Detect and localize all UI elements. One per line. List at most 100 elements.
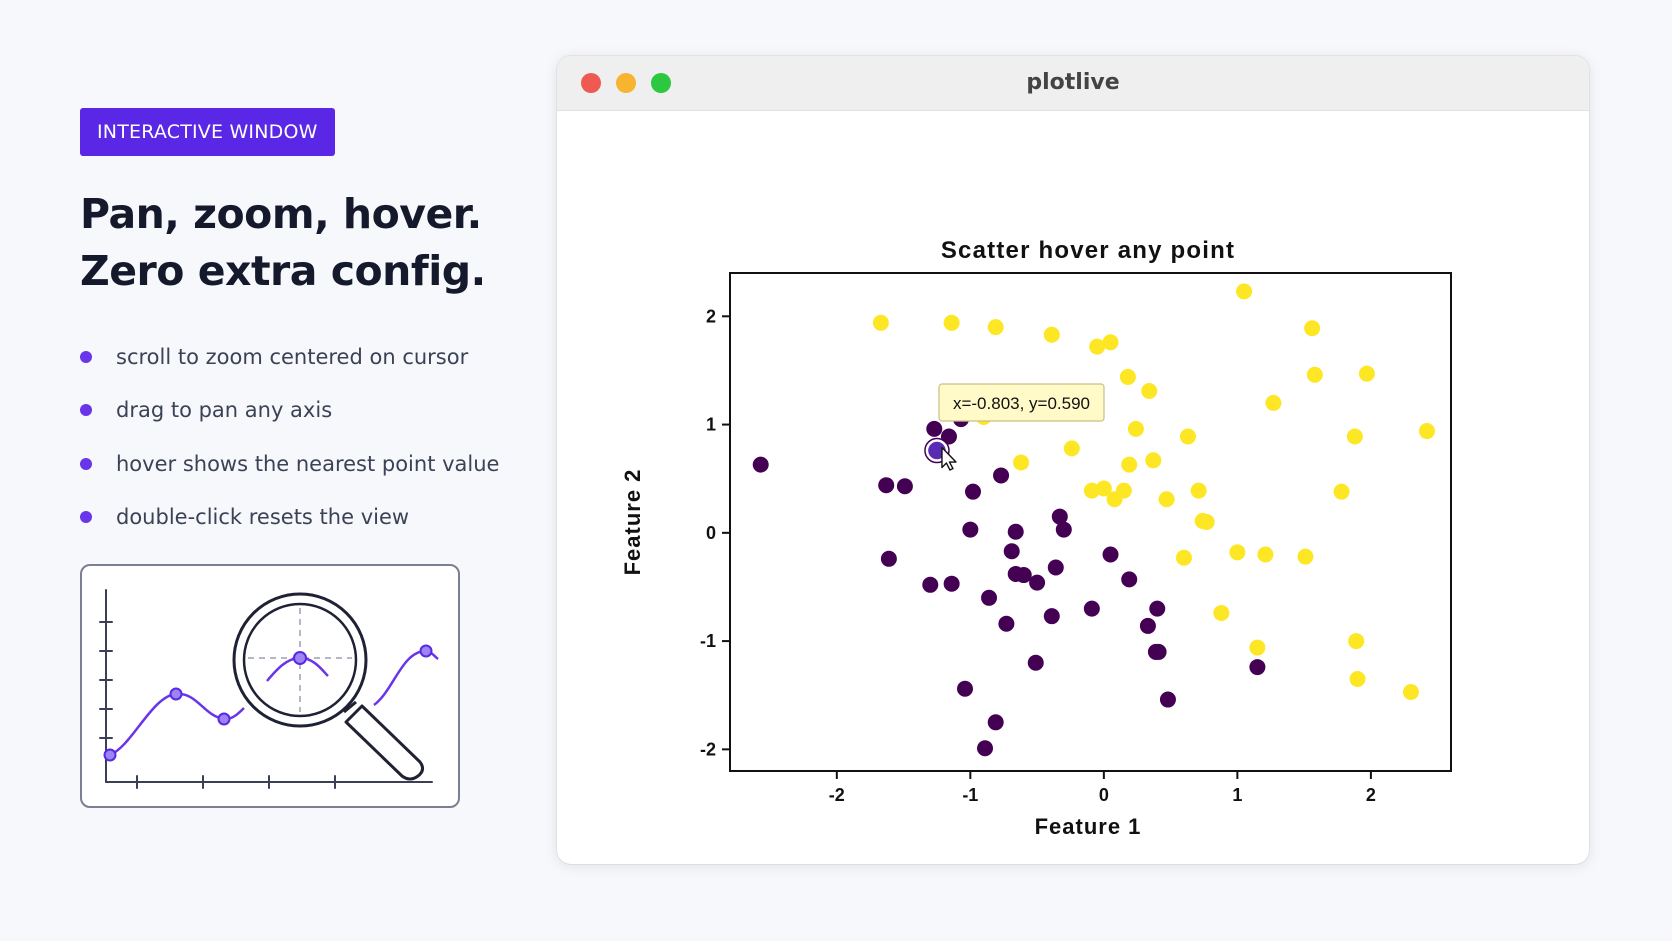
scatter-point[interactable] (1333, 483, 1350, 500)
headline-line-2: Zero extra config. (80, 247, 486, 295)
scatter-point[interactable] (1127, 420, 1144, 437)
cursor-arrow-icon (941, 446, 957, 471)
y-axis-ticks: -2 -1 0 1 2 (700, 306, 730, 759)
scatter-point[interactable] (987, 319, 1004, 336)
scatter-point[interactable] (1013, 454, 1030, 471)
x-tick-label: 0 (1099, 785, 1109, 805)
bullet-dot-icon (80, 511, 92, 524)
scatter-point[interactable] (1102, 334, 1119, 351)
scatter-plot[interactable]: Scatter hover any point -2 -1 0 1 2 -2-1012 … (557, 111, 1589, 864)
headline: Pan, zoom, hover. Zero extra config. (80, 186, 520, 300)
scatter-point[interactable] (987, 714, 1004, 731)
scatter-point[interactable] (1083, 600, 1100, 617)
scatter-point[interactable] (1141, 383, 1158, 400)
tooltip-text: x=-0.803, y=0.590 (953, 394, 1090, 413)
scatter-point[interactable] (872, 314, 889, 331)
scatter-point[interactable] (1007, 523, 1024, 540)
chart-magnifier-icon (99, 589, 439, 789)
scatter-point[interactable] (1063, 440, 1080, 457)
feature-item-reset: double-click resets the view (80, 491, 499, 545)
scatter-point[interactable] (752, 456, 769, 473)
scatter-point[interactable] (926, 420, 943, 437)
scatter-point[interactable] (1158, 491, 1175, 508)
minimize-button[interactable] (616, 73, 636, 93)
scatter-point[interactable] (1119, 368, 1136, 385)
x-tick-label: 1 (1232, 785, 1242, 805)
scatter-point[interactable] (1027, 654, 1044, 671)
x-axis-ticks: -2 -1 0 1 2 (829, 771, 1376, 805)
scatter-point[interactable] (1043, 608, 1060, 625)
scatter-point[interactable] (896, 478, 913, 495)
scatter-point[interactable] (1229, 544, 1246, 561)
scatter-point[interactable] (1121, 571, 1138, 588)
feature-text: double-click resets the view (116, 505, 410, 530)
window-titlebar[interactable]: plotlive (557, 56, 1589, 111)
y-tick-label: 0 (706, 523, 716, 543)
scatter-point[interactable] (1249, 659, 1266, 676)
scatter-point[interactable] (1055, 521, 1072, 538)
scatter-point[interactable] (1150, 643, 1167, 660)
close-button[interactable] (581, 73, 601, 93)
scatter-point[interactable] (981, 589, 998, 606)
scatter-point[interactable] (1102, 546, 1119, 563)
scatter-point[interactable] (1402, 683, 1419, 700)
scatter-point[interactable] (1043, 326, 1060, 343)
scatter-point[interactable] (1236, 283, 1253, 300)
scatter-point[interactable] (956, 680, 973, 697)
scatter-point[interactable] (977, 740, 994, 757)
scatter-point[interactable] (965, 483, 982, 500)
scatter-point[interactable] (1304, 320, 1321, 337)
feature-item-hover: hover shows the nearest point value (80, 437, 499, 491)
scatter-point[interactable] (1047, 559, 1064, 576)
window-title: plotlive (1026, 70, 1120, 95)
scatter-point[interactable] (1418, 423, 1435, 440)
scatter-point[interactable] (1346, 428, 1363, 445)
scatter-point[interactable] (1121, 456, 1138, 473)
scatter-point[interactable] (1139, 617, 1156, 634)
magnifier-illustration (80, 564, 460, 808)
scatter-point[interactable] (1179, 428, 1196, 445)
scatter-point[interactable] (993, 467, 1010, 484)
scatter-point[interactable] (1358, 365, 1375, 382)
scatter-point[interactable] (943, 575, 960, 592)
scatter-point[interactable] (1297, 548, 1314, 565)
scatter-point[interactable] (878, 477, 895, 494)
x-tick-label: 2 (1366, 785, 1376, 805)
scatter-point[interactable] (880, 550, 897, 567)
scatter-point[interactable] (1029, 574, 1046, 591)
scatter-point[interactable] (1149, 600, 1166, 617)
scatter-point[interactable] (943, 314, 960, 331)
feature-list: scroll to zoom centered on cursor drag t… (80, 330, 499, 544)
scatter-point[interactable] (1003, 543, 1020, 560)
data-points[interactable] (752, 283, 1435, 757)
feature-item-zoom: scroll to zoom centered on cursor (80, 330, 499, 384)
scatter-point[interactable] (1265, 394, 1282, 411)
scatter-point[interactable] (1089, 338, 1106, 355)
scatter-point[interactable] (1145, 452, 1162, 469)
scatter-point[interactable] (1349, 670, 1366, 687)
scatter-point[interactable] (1095, 480, 1112, 497)
scatter-point[interactable] (1175, 549, 1192, 566)
scatter-point[interactable] (1198, 514, 1215, 530)
scatter-point[interactable] (1306, 366, 1323, 383)
zoom-button[interactable] (651, 73, 671, 93)
scatter-point[interactable] (1249, 639, 1266, 656)
scatter-point[interactable] (1083, 482, 1100, 499)
scatter-point[interactable] (1051, 508, 1068, 525)
scatter-point[interactable] (1190, 482, 1207, 499)
feature-text: scroll to zoom centered on cursor (116, 344, 469, 369)
scatter-point[interactable] (1348, 633, 1365, 650)
plot-frame (729, 272, 1452, 772)
scatter-point[interactable] (1115, 482, 1132, 499)
scatter-point[interactable] (1159, 691, 1176, 708)
scatter-point[interactable] (940, 428, 957, 445)
scatter-point[interactable] (962, 521, 979, 538)
y-tick-label: -1 (700, 631, 716, 651)
bullet-dot-icon (80, 404, 92, 417)
scatter-point[interactable] (1257, 546, 1274, 563)
scatter-point[interactable] (998, 615, 1015, 632)
scatter-point[interactable] (922, 576, 939, 593)
scatter-point[interactable] (1015, 567, 1032, 584)
scatter-point[interactable] (1213, 604, 1230, 621)
plotlive-window: plotlive Scatter hover any point -2 -1 0 1 2… (557, 56, 1589, 864)
